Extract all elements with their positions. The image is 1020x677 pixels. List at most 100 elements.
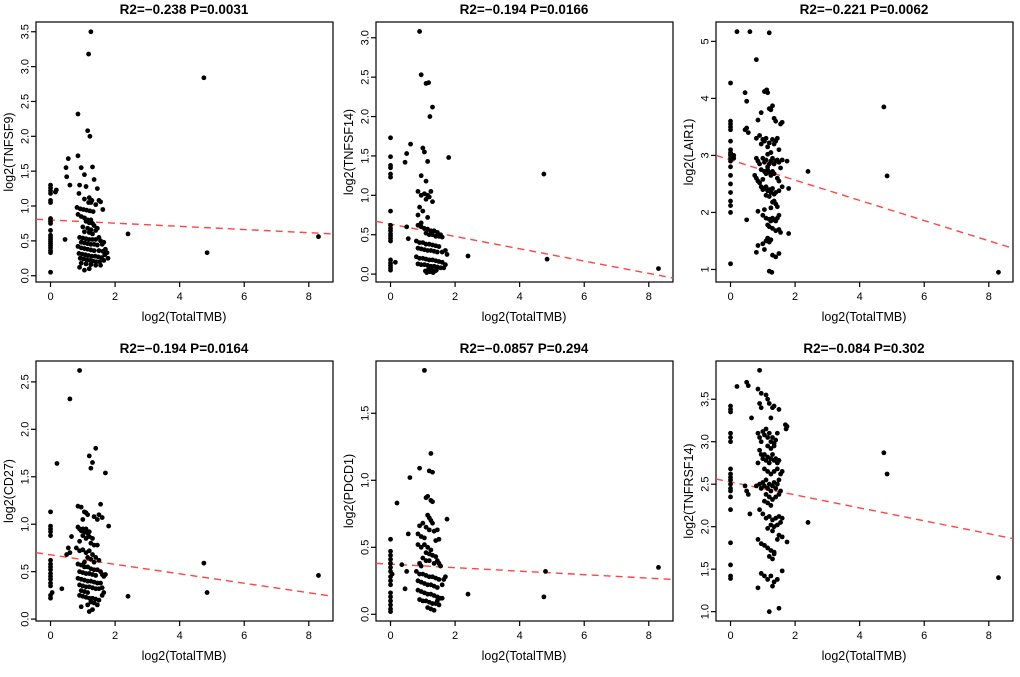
- y-axis-label: log2(TNFSF14): [342, 109, 356, 195]
- x-axis-label: log2(TotalTMB): [822, 310, 907, 324]
- svg-text:2: 2: [112, 291, 118, 303]
- svg-text:0: 0: [387, 291, 393, 303]
- y-axis-label: log2(LAIR1): [682, 119, 696, 186]
- svg-text:0.5: 0.5: [20, 233, 32, 248]
- panel-lair1: R2=−0.221 P=0.0062 log2(TotalTMB) log2(L…: [680, 0, 1020, 339]
- scatter-plot-lair1: R2=−0.221 P=0.0062 log2(TotalTMB) log2(L…: [682, 2, 1014, 324]
- svg-text:1.0: 1.0: [360, 188, 372, 203]
- panel-title: R2=−0.221 P=0.0062: [800, 2, 929, 17]
- svg-text:3: 3: [700, 152, 712, 158]
- svg-text:4: 4: [177, 630, 183, 642]
- panel-tnfsf14: R2=−0.194 P=0.0166 log2(TotalTMB) log2(T…: [340, 0, 680, 339]
- svg-text:6: 6: [921, 291, 927, 303]
- svg-text:4: 4: [857, 630, 863, 642]
- svg-text:2: 2: [700, 209, 712, 215]
- svg-text:1.5: 1.5: [360, 406, 372, 421]
- svg-text:2.5: 2.5: [20, 94, 32, 109]
- svg-text:0: 0: [387, 630, 393, 642]
- svg-text:0: 0: [47, 630, 53, 642]
- svg-text:2.5: 2.5: [360, 70, 372, 85]
- svg-text:3.5: 3.5: [700, 392, 712, 407]
- y-axis-label: log2(CD27): [2, 459, 16, 523]
- svg-text:0.5: 0.5: [20, 564, 32, 579]
- x-axis-label: log2(TotalTMB): [482, 310, 567, 324]
- svg-text:1.5: 1.5: [360, 148, 372, 163]
- svg-text:6: 6: [581, 630, 587, 642]
- y-axis-label: log2(TNFRSF14): [682, 443, 696, 538]
- svg-text:0.0: 0.0: [360, 607, 372, 622]
- plot-area: 0 2 4 6 8 1 2 3 4 5: [700, 21, 1014, 303]
- svg-text:0: 0: [47, 291, 53, 303]
- svg-text:2: 2: [792, 630, 798, 642]
- scatter-plot-pdcd1: R2=−0.0857 P=0.294 log2(TotalTMB) log2(P…: [342, 341, 674, 663]
- scatter-plot-tnfsf14: R2=−0.194 P=0.0166 log2(TotalTMB) log2(T…: [342, 2, 674, 324]
- svg-text:0.0: 0.0: [20, 611, 32, 626]
- panel-title: R2=−0.238 P=0.0031: [120, 2, 249, 17]
- svg-text:5: 5: [700, 38, 712, 44]
- svg-text:3.5: 3.5: [20, 24, 32, 39]
- panel-tnfrsf14: R2=−0.084 P=0.302 log2(TotalTMB) log2(TN…: [680, 339, 1020, 677]
- plot-area: 0 2 4 6 8 0.0 0.5 1.0 1.5: [360, 360, 674, 642]
- svg-text:1.0: 1.0: [360, 473, 372, 488]
- svg-text:1.0: 1.0: [20, 517, 32, 532]
- svg-text:0.5: 0.5: [360, 540, 372, 555]
- svg-text:1.0: 1.0: [700, 604, 712, 619]
- svg-text:8: 8: [646, 630, 652, 642]
- svg-text:8: 8: [986, 291, 992, 303]
- svg-text:2.0: 2.0: [360, 109, 372, 124]
- svg-text:6: 6: [241, 291, 247, 303]
- svg-text:3.0: 3.0: [20, 59, 32, 74]
- svg-text:2: 2: [112, 630, 118, 642]
- x-axis-label: log2(TotalTMB): [482, 649, 567, 663]
- svg-text:1.5: 1.5: [700, 562, 712, 577]
- x-axis-label: log2(TotalTMB): [142, 310, 227, 324]
- svg-text:2: 2: [452, 291, 458, 303]
- svg-text:2.0: 2.0: [20, 422, 32, 437]
- panel-cd27: R2=−0.194 P=0.0164 log2(TotalTMB) log2(C…: [0, 339, 340, 677]
- svg-text:1.0: 1.0: [20, 198, 32, 213]
- svg-text:8: 8: [986, 630, 992, 642]
- svg-text:6: 6: [921, 630, 927, 642]
- svg-text:2.5: 2.5: [700, 477, 712, 492]
- svg-text:4: 4: [857, 291, 863, 303]
- plot-area: 0 2 4 6 8 0.0 0.5 1.0 1.5 2.0 2.5: [20, 360, 334, 642]
- panel-tnfsf9: R2=−0.238 P=0.0031 log2(TotalTMB) log2(T…: [0, 0, 340, 339]
- panel-title: R2=−0.084 P=0.302: [803, 341, 924, 356]
- panel-title: R2=−0.194 P=0.0164: [120, 341, 249, 356]
- svg-text:4: 4: [700, 95, 712, 101]
- svg-text:3.0: 3.0: [700, 434, 712, 449]
- svg-text:0.0: 0.0: [360, 266, 372, 281]
- svg-text:2.0: 2.0: [700, 519, 712, 534]
- x-axis-label: log2(TotalTMB): [822, 649, 907, 663]
- plot-area: 0 2 4 6 8 0.0 0.5 1.0 1.5 2.0 2.5 3.0 3.5: [20, 21, 334, 303]
- plot-area: 0 2 4 6 8 0.0 0.5 1.0 1.5 2.0 2.5 3.0: [360, 21, 674, 303]
- svg-text:6: 6: [581, 291, 587, 303]
- svg-text:0: 0: [727, 630, 733, 642]
- svg-text:6: 6: [241, 630, 247, 642]
- svg-text:8: 8: [306, 291, 312, 303]
- scatter-plot-cd27: R2=−0.194 P=0.0164 log2(TotalTMB) log2(C…: [2, 341, 334, 663]
- y-axis-label: log2(PDCD1): [342, 454, 356, 528]
- svg-text:4: 4: [517, 291, 523, 303]
- svg-text:1: 1: [700, 266, 712, 272]
- scatter-plot-tnfsf9: R2=−0.238 P=0.0031 log2(TotalTMB) log2(T…: [2, 2, 334, 324]
- scatter-plot-tnfrsf14: R2=−0.084 P=0.302 log2(TotalTMB) log2(TN…: [682, 341, 1014, 663]
- svg-text:1.5: 1.5: [20, 164, 32, 179]
- svg-text:2.0: 2.0: [20, 129, 32, 144]
- svg-text:8: 8: [646, 291, 652, 303]
- svg-text:4: 4: [517, 630, 523, 642]
- svg-text:2: 2: [452, 630, 458, 642]
- svg-text:2: 2: [792, 291, 798, 303]
- svg-text:1.5: 1.5: [20, 469, 32, 484]
- svg-text:0.5: 0.5: [360, 227, 372, 242]
- panel-title: R2=−0.0857 P=0.294: [460, 341, 589, 356]
- svg-text:0.0: 0.0: [20, 268, 32, 283]
- svg-text:0: 0: [727, 291, 733, 303]
- svg-text:3.0: 3.0: [360, 30, 372, 45]
- svg-text:4: 4: [177, 291, 183, 303]
- panel-title: R2=−0.194 P=0.0166: [460, 2, 589, 17]
- x-axis-label: log2(TotalTMB): [142, 649, 227, 663]
- svg-text:2.5: 2.5: [20, 374, 32, 389]
- panel-pdcd1: R2=−0.0857 P=0.294 log2(TotalTMB) log2(P…: [340, 339, 680, 677]
